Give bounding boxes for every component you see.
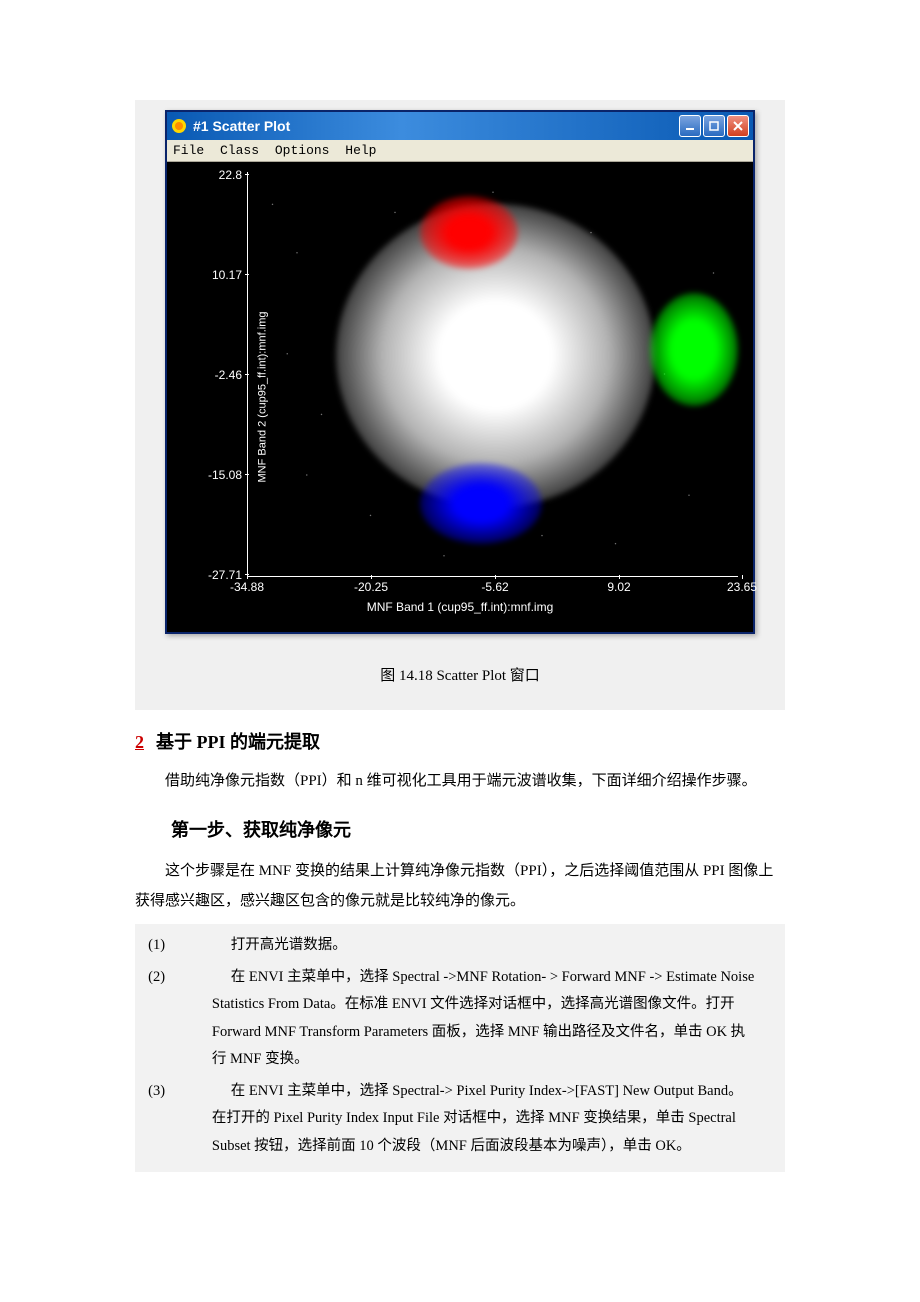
app-icon: [171, 118, 187, 134]
red-cluster: [420, 196, 518, 269]
minimize-button[interactable]: [679, 115, 701, 137]
minimize-icon: [685, 121, 695, 131]
y-tick-mark: [245, 474, 249, 475]
x-tick-mark: [495, 575, 496, 579]
scatter-plot-canvas[interactable]: 22.8 10.17 -2.46 -15.08 -27.71 -34.88 -2…: [167, 162, 753, 632]
x-axis-label: MNF Band 1 (cup95_ff.int):mnf.img: [367, 600, 554, 614]
y-tick-mark: [245, 274, 249, 275]
list-number: (3): [180, 1078, 231, 1106]
y-tick-label: 10.17: [197, 268, 242, 282]
blue-cluster: [420, 463, 543, 544]
ordered-list: (1)打开高光谱数据。 (2)在 ENVI 主菜单中，选择 Spectral -…: [135, 924, 785, 1172]
green-cluster: [650, 293, 738, 406]
menu-help[interactable]: Help: [345, 143, 376, 158]
menu-options[interactable]: Options: [275, 143, 330, 158]
close-button[interactable]: [727, 115, 749, 137]
window-controls: [679, 115, 749, 137]
intro-paragraph: 借助纯净像元指数（PPI）和 n 维可视化工具用于端元波谱收集，下面详细介绍操作…: [135, 766, 785, 796]
figure-container: #1 Scatter Plot File Class Options: [135, 100, 785, 710]
menu-file[interactable]: File: [173, 143, 204, 158]
menu-class[interactable]: Class: [220, 143, 259, 158]
list-item: (1)打开高光谱数据。: [167, 932, 785, 960]
menu-bar: File Class Options Help: [167, 140, 753, 162]
x-tick-label: 9.02: [607, 580, 630, 594]
figure-caption: 图 14.18 Scatter Plot 窗口: [135, 664, 785, 685]
list-text: 在 ENVI 主菜单中，选择 Spectral ->MNF Rotation- …: [212, 969, 754, 1068]
maximize-button[interactable]: [703, 115, 725, 137]
x-tick-label: 23.65: [727, 580, 757, 594]
x-tick-label: -20.25: [354, 580, 388, 594]
x-tick-mark: [247, 575, 248, 579]
y-tick-label: 22.8: [197, 168, 242, 182]
list-text: 在 ENVI 主菜单中，选择 Spectral-> Pixel Purity I…: [212, 1083, 743, 1154]
y-tick-mark: [245, 374, 249, 375]
list-item: (3)在 ENVI 主菜单中，选择 Spectral-> Pixel Purit…: [167, 1078, 785, 1161]
list-number: (1): [180, 932, 231, 960]
y-tick-mark: [245, 174, 249, 175]
x-tick-label: -5.62: [481, 580, 508, 594]
window-title: #1 Scatter Plot: [193, 118, 679, 134]
x-tick-label: -34.88: [230, 580, 264, 594]
step-paragraph: 这个步骤是在 MNF 变换的结果上计算纯净像元指数（PPI），之后选择阈值范围从…: [135, 856, 785, 916]
x-tick-mark: [619, 575, 620, 579]
title-bar[interactable]: #1 Scatter Plot: [167, 112, 753, 140]
y-tick-label: -15.08: [197, 468, 242, 482]
list-item: (2)在 ENVI 主菜单中，选择 Spectral ->MNF Rotatio…: [167, 964, 785, 1074]
close-icon: [733, 121, 743, 131]
list-text: 打开高光谱数据。: [231, 937, 347, 953]
section-title: 基于 PPI 的端元提取: [156, 732, 320, 752]
y-axis-label: MNF Band 2 (cup95_ff.int):mnf.img: [256, 312, 268, 483]
section-heading: 2 基于 PPI 的端元提取: [135, 728, 785, 754]
y-tick-label: -2.46: [197, 368, 242, 382]
step-heading: 第一步、获取纯净像元: [135, 816, 785, 842]
plot-inner: [247, 172, 738, 577]
x-tick-mark: [742, 575, 743, 579]
x-tick-mark: [371, 575, 372, 579]
maximize-icon: [709, 121, 719, 131]
list-number: (2): [180, 964, 231, 992]
section-number: 2: [135, 732, 144, 752]
scatter-plot-window: #1 Scatter Plot File Class Options: [165, 110, 755, 634]
